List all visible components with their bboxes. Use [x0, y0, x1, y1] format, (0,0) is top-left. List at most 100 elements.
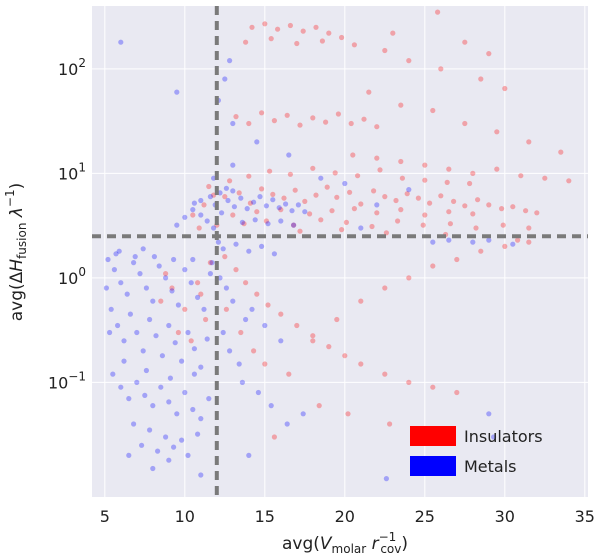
metals-point	[271, 251, 277, 257]
metals-point	[227, 348, 233, 354]
insulators-point	[518, 173, 524, 179]
insulators-point	[195, 280, 201, 286]
insulators-point	[284, 112, 290, 118]
insulators-point	[222, 194, 228, 200]
metals-point	[223, 185, 229, 191]
metals-point	[239, 379, 245, 385]
metals-point	[491, 434, 497, 440]
insulators-point	[300, 28, 306, 34]
insulators-point	[323, 119, 329, 125]
insulators-point	[435, 9, 441, 15]
metals-point	[147, 316, 153, 323]
metals-point	[155, 448, 161, 454]
metals-point	[118, 384, 124, 390]
metals-point	[383, 476, 389, 482]
metals-point	[134, 379, 140, 385]
metals-point	[295, 202, 301, 208]
metals-point	[158, 384, 164, 390]
metals-point	[139, 442, 145, 448]
insulators-point	[291, 222, 297, 228]
insulators-point	[326, 30, 332, 36]
insulators-point	[515, 237, 521, 243]
metals-point	[198, 364, 204, 370]
legend-swatch-insulators	[410, 426, 456, 446]
insulators-point	[462, 203, 468, 209]
metals-point	[222, 76, 228, 82]
insulators-point	[369, 223, 375, 230]
metals-point	[140, 246, 146, 252]
insulators-point	[366, 89, 372, 95]
insulators-point	[430, 384, 436, 390]
insulators-point	[470, 211, 476, 217]
insulators-point	[350, 152, 356, 158]
metals-point	[127, 311, 133, 317]
x-axis-label-suffix: )	[401, 534, 408, 554]
y-tick-label: 101	[58, 160, 86, 183]
insulators-point	[358, 201, 364, 207]
metals-point	[171, 444, 177, 450]
metals-point	[174, 411, 180, 417]
metals-point	[140, 348, 146, 354]
metals-point	[263, 203, 269, 209]
insulators-point	[374, 155, 380, 161]
legend: Insulators Metals	[410, 426, 543, 476]
metals-point	[190, 406, 196, 413]
insulators-point	[278, 207, 284, 213]
insulators-point	[399, 175, 405, 181]
y-axis-label-lambda: λ	[7, 207, 27, 218]
insulators-point	[182, 306, 188, 312]
y-axis-label-lambda-sup: −1	[3, 189, 17, 207]
insulators-point	[526, 239, 532, 245]
insulators-point	[227, 178, 233, 184]
metals-point	[446, 237, 452, 243]
insulators-point	[406, 58, 412, 64]
metals-point	[150, 465, 156, 472]
insulators-point	[270, 191, 276, 197]
insulators-point	[233, 267, 239, 273]
insulators-point	[348, 120, 354, 127]
metals-point	[220, 246, 226, 252]
metals-point	[174, 89, 180, 95]
metals-point	[166, 399, 172, 405]
metals-point	[118, 280, 124, 286]
metals-point	[108, 306, 114, 312]
metals-point	[124, 291, 130, 297]
insulators-point	[371, 188, 377, 194]
metals-point	[185, 452, 191, 458]
insulators-point	[207, 260, 213, 266]
insulators-point	[316, 403, 322, 409]
metals-point	[225, 197, 231, 204]
metals-point	[254, 139, 260, 145]
metals-point	[255, 389, 261, 396]
metals-point	[374, 202, 380, 208]
metals-point	[206, 396, 212, 402]
insulators-point	[393, 197, 399, 204]
insulators-point	[470, 170, 476, 176]
insulators-point	[382, 371, 388, 377]
insulators-point	[427, 200, 433, 206]
metals-point	[190, 207, 196, 213]
metals-point	[470, 239, 476, 245]
insulators-point	[339, 34, 345, 41]
insulators-point	[430, 263, 436, 269]
insulators-point	[286, 371, 292, 377]
metals-point	[246, 248, 252, 254]
metals-point	[300, 411, 306, 417]
insulators-point	[262, 361, 268, 367]
metals-point	[153, 333, 159, 339]
insulators-point	[473, 225, 479, 231]
metals-point	[342, 180, 348, 187]
insulators-point	[444, 179, 450, 185]
metals-point	[198, 212, 204, 218]
metals-point	[238, 195, 244, 201]
metals-point	[318, 175, 324, 181]
metals-point	[244, 206, 250, 212]
metals-point	[198, 472, 204, 478]
insulators-point	[478, 76, 484, 82]
insulators-point	[246, 120, 252, 127]
metals-point	[182, 267, 188, 273]
insulators-point	[332, 170, 338, 176]
insulators-point	[342, 353, 348, 359]
metals-point	[286, 152, 292, 158]
insulators-point	[254, 209, 260, 215]
